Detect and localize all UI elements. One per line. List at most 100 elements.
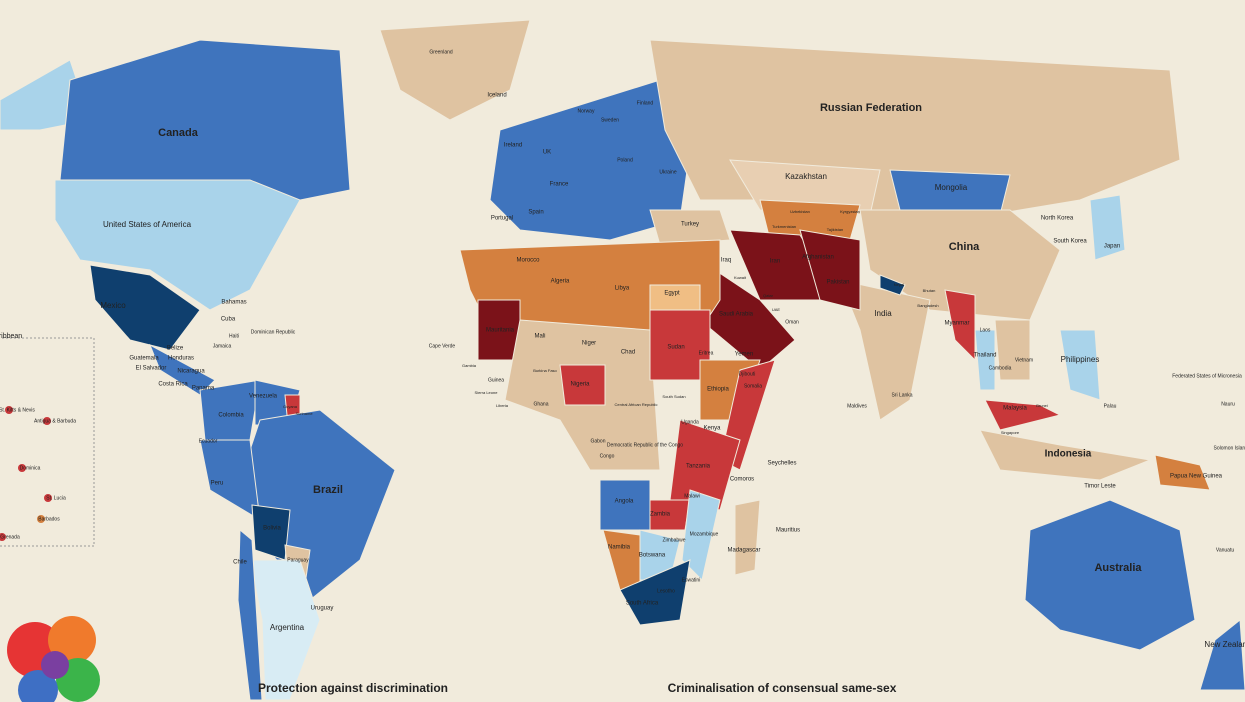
country-label: France [550, 182, 569, 188]
country-label: Australia [1094, 562, 1142, 574]
country-label: Malaysia [1003, 406, 1027, 412]
country-label: Mongolia [935, 183, 968, 192]
country-label: Ecuador [199, 438, 218, 444]
country-label: Sierra Leone [475, 390, 499, 395]
country-label: Philippines [1061, 355, 1100, 364]
inset-frame [0, 337, 95, 547]
country-label: Democratic Republic of the Congo [607, 442, 683, 448]
country-label: Peru [211, 481, 224, 487]
country-label: Qatar [763, 293, 774, 298]
country-label: Argentina [270, 623, 305, 632]
country-label: Haiti [229, 333, 239, 339]
country-label: Nauru [1221, 401, 1235, 407]
country-label: Belize [167, 346, 184, 352]
country-label: Spain [528, 210, 543, 216]
country-label: Mauritania [486, 328, 515, 334]
country-label: Nigeria [570, 382, 590, 388]
country-label: Mozambique [690, 531, 719, 537]
country-label: Gabon [590, 438, 605, 444]
legend-heading: Criminalisation of consensual same-sex [668, 681, 897, 695]
country-label: Turkmenistan [772, 224, 796, 229]
country-label: Saudi Arabia [719, 312, 754, 318]
country-label: Dominican Republic [251, 329, 296, 335]
country-label: Suriname [295, 411, 313, 416]
inset-marker [0, 533, 6, 541]
legend-heading: Protection against discrimination [258, 681, 448, 695]
inset-marker [44, 494, 52, 502]
country-label: Paraguay [287, 557, 309, 563]
country-label: Ireland [504, 143, 522, 149]
country-label: Cape Verde [429, 343, 456, 349]
country-label: Costa Rica [158, 382, 188, 388]
country-label: Liberia [496, 403, 509, 408]
country-label: Nepal [894, 282, 905, 287]
country-label: South Africa [626, 601, 659, 607]
country-label: Indonesia [1045, 449, 1092, 460]
country-label: Ghana [533, 401, 548, 407]
country-label: Solomon Islands [1214, 445, 1245, 451]
country-label: Colombia [218, 413, 244, 419]
country-label: Zambia [650, 512, 671, 518]
country-label: Canada [158, 127, 199, 139]
country-label: Maldives [847, 403, 867, 409]
inset-label: St. Lucia [46, 495, 66, 501]
country-label: Uganda [681, 419, 699, 425]
country-label: South Sudan [662, 394, 685, 399]
country-label: Algeria [551, 279, 570, 285]
inset-marker [18, 464, 26, 472]
country-label: Greenland [429, 49, 453, 55]
country-label: Papua New Guinea [1170, 474, 1223, 480]
inset-label: St. Kitts & Nevis [0, 407, 35, 413]
country-label: Congo [600, 453, 615, 459]
country-label: North Korea [1041, 216, 1074, 222]
country-label: Pakistan [826, 280, 849, 286]
country-label: Somalia [744, 383, 762, 389]
country-label: Federated States of Micronesia [1172, 373, 1242, 379]
country-label: Mauritius [776, 528, 800, 534]
country-label: India [874, 309, 892, 318]
country-label: Chile [233, 560, 247, 566]
inset-label: Antigua & Barbuda [34, 418, 76, 424]
country-label: Djibouti [739, 371, 756, 377]
country-label: Cuba [221, 317, 236, 323]
country-label: Myanmar [944, 321, 969, 327]
country-label: Lesotho [657, 588, 675, 594]
country-label: Malawi [684, 493, 700, 499]
inset-marker [43, 417, 51, 425]
country-label: South Korea [1053, 239, 1087, 245]
inset-marker [37, 515, 45, 523]
country-label: Yemen [735, 352, 753, 358]
country-label: Palau [1104, 403, 1117, 409]
country-label: UAE [772, 307, 781, 312]
country-label: Vietnam [1015, 357, 1033, 363]
country-label: Kazakhstan [785, 172, 827, 181]
country-label: Sweden [601, 117, 619, 123]
country-label: Kuwait [734, 275, 747, 280]
country-label: Afghanistan [802, 255, 834, 261]
country-label: Poland [617, 157, 633, 163]
country-label: Eritrea [699, 350, 714, 356]
country-label: Mexico [100, 301, 126, 310]
country-label: Venezuela [249, 394, 278, 400]
country-label: Seychelles [767, 461, 796, 467]
inset-label: Barbados [38, 516, 60, 522]
country-label: Zimbabwe [662, 537, 685, 543]
country-label: Thailand [973, 353, 996, 359]
country-label: Jamaica [213, 343, 232, 349]
country-label: El Salvador [136, 366, 167, 372]
country-label: Honduras [168, 356, 194, 362]
country-label: Cambodia [989, 365, 1012, 371]
country-label: Angola [615, 499, 634, 505]
country-label: Norway [578, 108, 595, 114]
labels: Canada United States of America Mexico Braz… [0, 49, 1245, 695]
country-label: Niger [582, 341, 596, 347]
country-label: Laos [980, 327, 991, 333]
country-label: Sudan [667, 345, 684, 351]
country-label: Tajikistan [827, 227, 843, 232]
country-label: Panama [192, 386, 215, 392]
country-label: Iraq [721, 258, 731, 264]
country-label: Bahamas [221, 300, 246, 306]
country-label: Mali [534, 334, 545, 340]
country-label: Guinea [488, 377, 504, 383]
